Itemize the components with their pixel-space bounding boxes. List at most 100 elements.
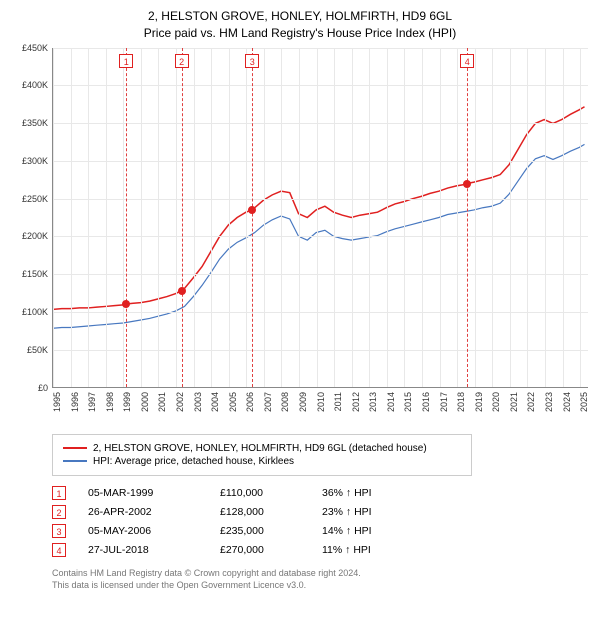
x-tick-label: 2013 (368, 392, 378, 412)
legend-row: 2, HELSTON GROVE, HONLEY, HOLMFIRTH, HD9… (63, 443, 461, 454)
x-tick-label: 2001 (157, 392, 167, 412)
x-tick-label: 2009 (298, 392, 308, 412)
legend: 2, HELSTON GROVE, HONLEY, HOLMFIRTH, HD9… (52, 434, 472, 476)
x-tick-label: 2002 (175, 392, 185, 412)
y-tick-label: £300K (22, 156, 48, 166)
sales-price: £270,000 (220, 544, 300, 556)
x-tick-label: 2022 (526, 392, 536, 412)
x-tick-label: 2007 (263, 392, 273, 412)
sales-price: £128,000 (220, 506, 300, 518)
y-tick-label: £100K (22, 307, 48, 317)
gridline-v (440, 48, 441, 387)
x-tick-label: 1998 (105, 392, 115, 412)
gridline-v (299, 48, 300, 387)
chart-area: £0£50K£100K£150K£200K£250K£300K£350K£400… (10, 48, 590, 428)
x-tick-label: 2000 (140, 392, 150, 412)
legend-label: 2, HELSTON GROVE, HONLEY, HOLMFIRTH, HD9… (93, 443, 427, 454)
sales-delta: 11% ↑ HPI (322, 544, 422, 556)
gridline-h (53, 161, 588, 162)
y-tick-label: £150K (22, 269, 48, 279)
gridline-h (53, 236, 588, 237)
marker-box: 4 (460, 54, 474, 68)
sales-num-box: 3 (52, 524, 66, 538)
sales-price: £235,000 (220, 525, 300, 537)
sales-num-box: 1 (52, 486, 66, 500)
plot-area: 1234 (52, 48, 588, 388)
sales-num-box: 2 (52, 505, 66, 519)
y-tick-label: £50K (27, 345, 48, 355)
gridline-v (475, 48, 476, 387)
gridline-v (71, 48, 72, 387)
sale-dot (122, 300, 130, 308)
x-tick-label: 2014 (386, 392, 396, 412)
legend-row: HPI: Average price, detached house, Kirk… (63, 456, 461, 467)
gridline-v (317, 48, 318, 387)
sale-dot (178, 287, 186, 295)
gridline-v (281, 48, 282, 387)
gridline-v (352, 48, 353, 387)
marker-vline (126, 48, 127, 387)
gridline-v (580, 48, 581, 387)
sales-date: 27-JUL-2018 (88, 544, 198, 556)
x-axis: 1995 1996 1997 1998 1999 2000 2001 2002 2003 2004… (52, 388, 588, 428)
x-tick-label: 2008 (280, 392, 290, 412)
x-tick-label: 2005 (228, 392, 238, 412)
x-tick-label: 2017 (439, 392, 449, 412)
gridline-v (457, 48, 458, 387)
gridline-v (141, 48, 142, 387)
gridline-h (53, 312, 588, 313)
sales-price: £110,000 (220, 487, 300, 499)
sales-row: 4 27-JUL-2018 £270,000 11% ↑ HPI (52, 543, 590, 557)
gridline-v (404, 48, 405, 387)
x-tick-label: 1999 (122, 392, 132, 412)
gridline-v (229, 48, 230, 387)
sales-date: 05-MAY-2006 (88, 525, 198, 537)
gridline-v (492, 48, 493, 387)
y-tick-label: £450K (22, 43, 48, 53)
sales-delta: 23% ↑ HPI (322, 506, 422, 518)
x-tick-label: 2016 (421, 392, 431, 412)
line-layer (53, 48, 588, 387)
x-tick-label: 1996 (70, 392, 80, 412)
sales-row: 105-MAR-1999£110,00036% ↑ HPI (52, 486, 590, 500)
footer-line2: This data is licensed under the Open Gov… (52, 579, 590, 592)
sales-row: 3 05-MAY-2006 £235,000 14% ↑ HPI (52, 524, 590, 538)
legend-swatch (63, 447, 87, 449)
x-tick-label: 2012 (351, 392, 361, 412)
gridline-v (510, 48, 511, 387)
x-tick-label: 2021 (509, 392, 519, 412)
x-tick-label: 2019 (474, 392, 484, 412)
gridline-h (53, 199, 588, 200)
sales-date: 05-MAR-1999 (88, 487, 198, 499)
sales-table: 105-MAR-1999£110,00036% ↑ HPI226-APR-200… (52, 486, 590, 557)
x-tick-label: 1997 (87, 392, 97, 412)
x-tick-label: 2004 (210, 392, 220, 412)
y-tick-label: £400K (22, 80, 48, 90)
gridline-h (53, 350, 588, 351)
x-tick-label: 2015 (403, 392, 413, 412)
gridline-v (194, 48, 195, 387)
chart-title: 2, HELSTON GROVE, HONLEY, HOLMFIRTH, HD9… (10, 8, 590, 42)
gridline-v (422, 48, 423, 387)
title-subtitle: Price paid vs. HM Land Registry's House … (10, 25, 590, 42)
sales-delta: 14% ↑ HPI (322, 525, 422, 537)
x-tick-label: 2003 (193, 392, 203, 412)
gridline-v (527, 48, 528, 387)
gridline-h (53, 123, 588, 124)
gridline-v (369, 48, 370, 387)
footer: Contains HM Land Registry data © Crown c… (52, 567, 590, 592)
x-tick-label: 2024 (562, 392, 572, 412)
footer-line1: Contains HM Land Registry data © Crown c… (52, 567, 590, 580)
y-tick-label: £200K (22, 231, 48, 241)
x-tick-label: 1995 (52, 392, 62, 412)
y-axis: £0£50K£100K£150K£200K£250K£300K£350K£400… (10, 48, 52, 388)
sale-dot (463, 180, 471, 188)
gridline-v (246, 48, 247, 387)
marker-vline (467, 48, 468, 387)
legend-label: HPI: Average price, detached house, Kirk… (93, 456, 294, 467)
sales-row: 226-APR-2002£128,00023% ↑ HPI (52, 505, 590, 519)
gridline-v (176, 48, 177, 387)
y-tick-label: £350K (22, 118, 48, 128)
sales-num-box: 4 (52, 543, 66, 557)
marker-box: 3 (245, 54, 259, 68)
